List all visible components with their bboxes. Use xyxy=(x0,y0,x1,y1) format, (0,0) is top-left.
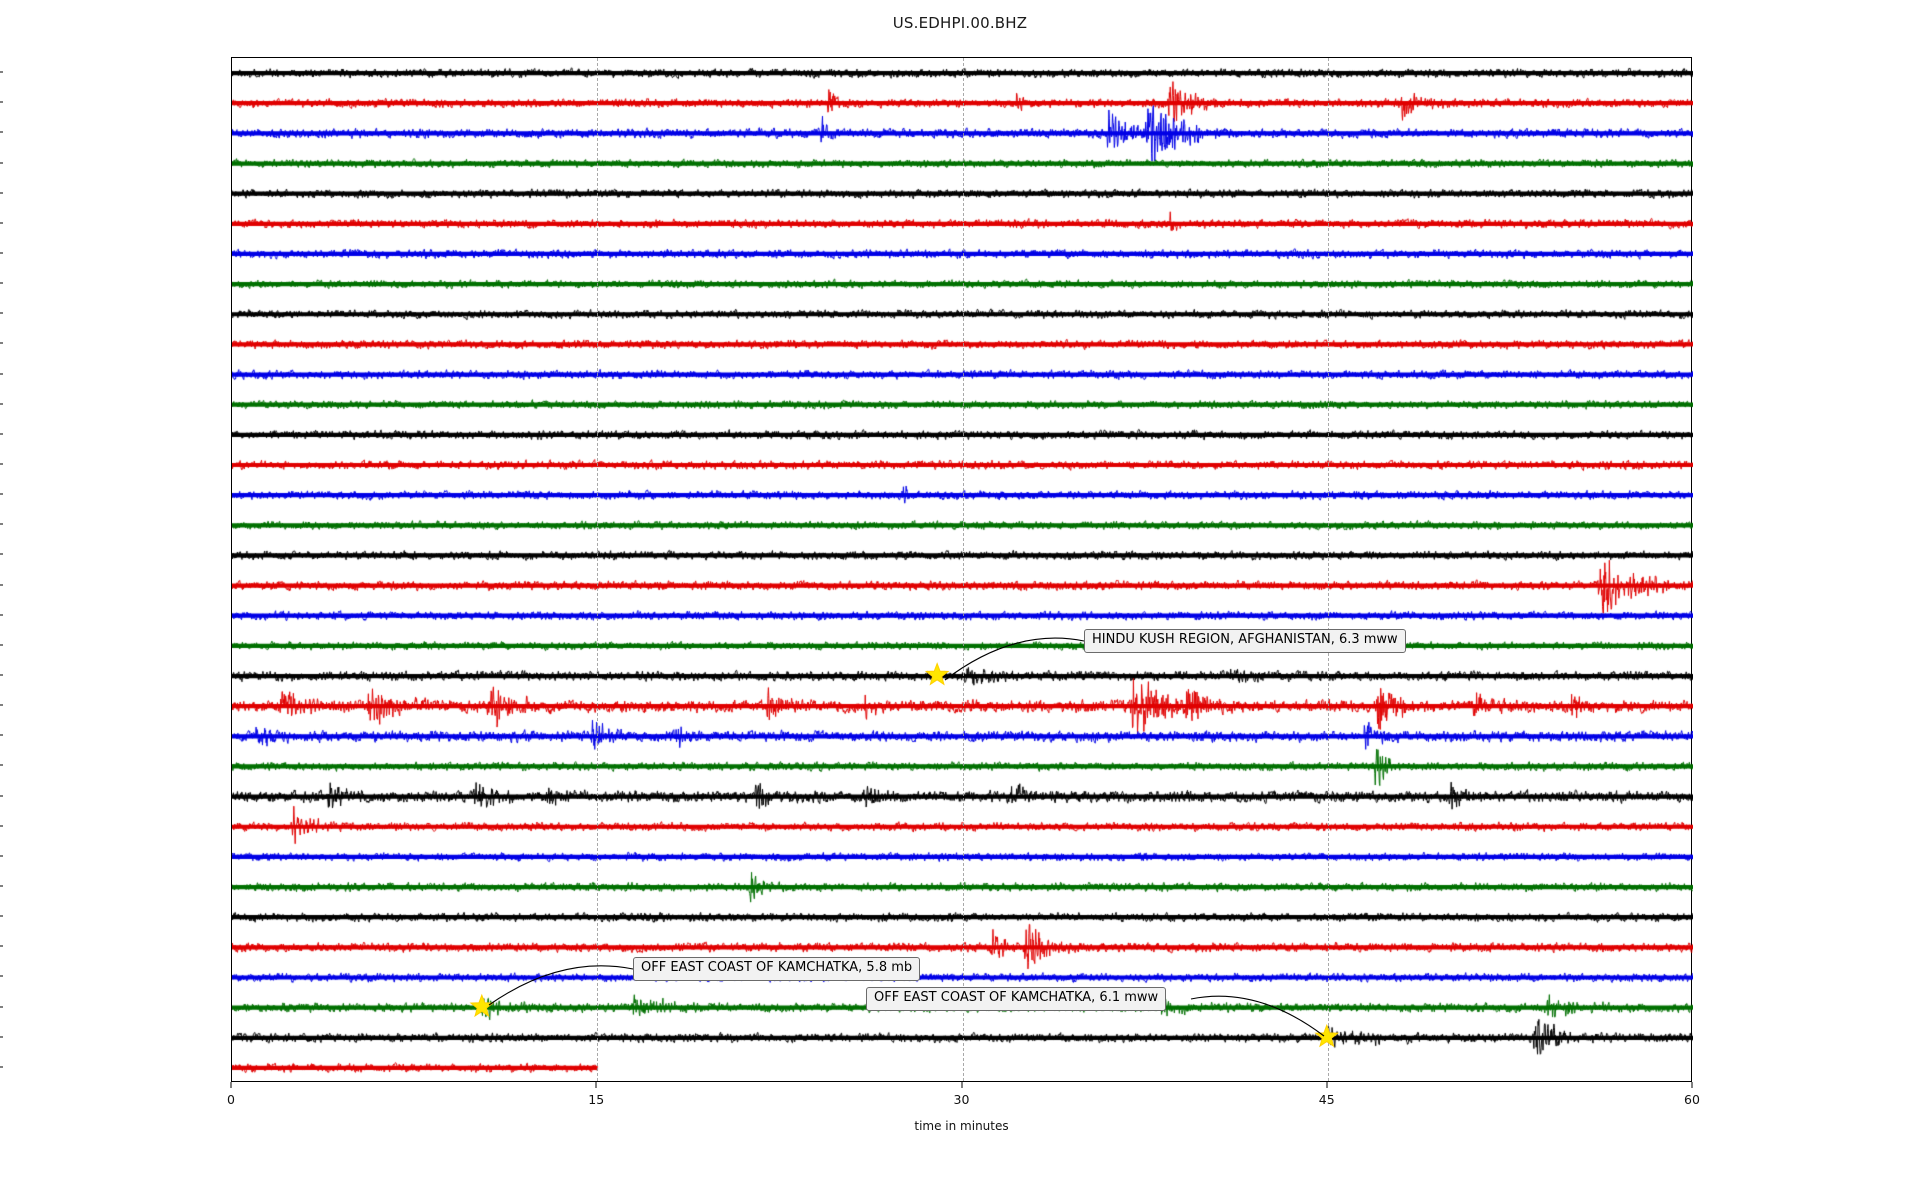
y-axis-tick-mark xyxy=(0,312,3,314)
x-axis-tick-label: 60 xyxy=(1684,1092,1700,1107)
y-axis-tick-mark xyxy=(0,282,3,284)
plot-axes xyxy=(231,57,1693,1083)
y-axis-tick-mark xyxy=(0,71,3,73)
y-axis-tick-mark xyxy=(0,553,3,555)
x-axis: time in minutes 0 15 30 45 60 xyxy=(0,1082,1920,1142)
gridline xyxy=(597,58,599,1081)
earthquake-annotation-label: HINDU KUSH REGION, AFGHANISTAN, 6.3 mww xyxy=(1084,629,1406,653)
y-axis-tick-mark xyxy=(0,403,3,405)
y-axis-tick-mark xyxy=(0,734,3,736)
x-axis-tick-mark xyxy=(1691,1082,1693,1088)
y-axis-tick-mark xyxy=(0,584,3,586)
y-axis-tick-mark xyxy=(0,252,3,254)
y-axis-tick-mark xyxy=(0,493,3,495)
y-axis-tick-mark xyxy=(0,855,3,857)
y-axis-tick-mark xyxy=(0,373,3,375)
y-axis-tick-mark xyxy=(0,192,3,194)
y-axis-tick-mark xyxy=(0,131,3,133)
x-axis-tick-mark xyxy=(961,1082,962,1088)
x-axis-tick-mark xyxy=(595,1082,597,1088)
y-axis-tick-mark xyxy=(0,885,3,887)
y-axis-tick-mark xyxy=(0,674,3,676)
y-axis-tick-mark xyxy=(0,433,3,435)
y-axis-tick-mark xyxy=(0,825,3,827)
earthquake-annotation-label: OFF EAST COAST OF KAMCHATKA, 6.1 mww xyxy=(866,987,1167,1011)
y-axis-tick-mark xyxy=(0,1036,3,1038)
x-axis-tick-label: 45 xyxy=(1318,1092,1335,1107)
page-title: US.EDHPI.00.BHZ xyxy=(892,14,1028,32)
y-axis-tick-mark xyxy=(0,704,3,706)
x-axis-title: time in minutes xyxy=(914,1119,1009,1133)
x-axis-tick-label: 15 xyxy=(588,1092,605,1107)
x-axis-tick-label: 30 xyxy=(953,1092,970,1107)
y-axis-tick-mark xyxy=(0,795,3,797)
gridline xyxy=(1327,58,1329,1081)
x-axis-tick-mark xyxy=(1326,1082,1328,1088)
y-axis-tick-labels: 00:00:0301:00:0302:00:0303:00:0304:00:03… xyxy=(0,57,231,1082)
x-axis-tick-mark xyxy=(230,1082,232,1088)
y-axis-tick-mark xyxy=(0,463,3,465)
y-axis-tick-mark xyxy=(0,975,3,977)
y-axis-tick-mark xyxy=(0,945,3,947)
y-axis-tick-mark xyxy=(0,1066,3,1068)
earthquake-annotation-label: OFF EAST COAST OF KAMCHATKA, 5.8 mb xyxy=(633,957,921,981)
x-axis-tick-label: 0 xyxy=(227,1092,235,1107)
gridline xyxy=(962,58,964,1081)
y-axis-tick-mark xyxy=(0,342,3,344)
y-axis-tick-mark xyxy=(0,101,3,103)
y-axis-tick-mark xyxy=(0,222,3,224)
y-axis-tick-mark xyxy=(0,614,3,616)
y-axis-tick-mark xyxy=(0,764,3,766)
y-axis-tick-mark xyxy=(0,523,3,525)
y-axis-tick-mark xyxy=(0,644,3,646)
y-axis-tick-mark xyxy=(0,915,3,917)
y-axis-tick-mark xyxy=(0,162,3,163)
y-axis-tick-mark xyxy=(0,1006,3,1008)
